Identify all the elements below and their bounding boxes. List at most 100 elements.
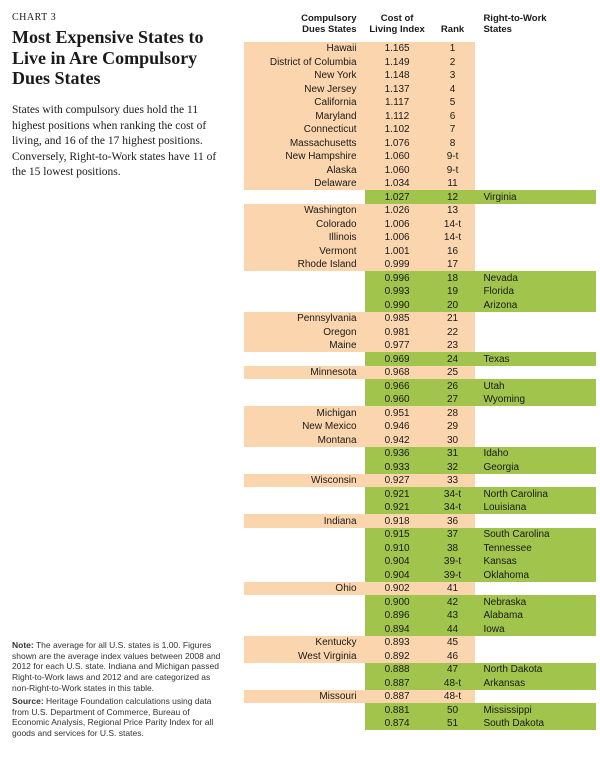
table-row: New Jersey1.1374 xyxy=(244,82,596,96)
cell-rank: 22 xyxy=(430,325,476,339)
cell-cli: 0.915 xyxy=(365,528,430,542)
cell-cds-state: Montana xyxy=(244,433,365,447)
cell-rank: 8 xyxy=(430,136,476,150)
header-rank: Rank xyxy=(430,12,476,42)
cell-cds-state xyxy=(244,717,365,731)
table-row: 0.96626Utah xyxy=(244,379,596,393)
header-cli: Cost ofLiving Index xyxy=(365,12,430,42)
cell-rank: 19 xyxy=(430,285,476,299)
cell-rtw-state: Arkansas xyxy=(475,676,596,690)
table-row: Alaska1.0609-t xyxy=(244,163,596,177)
chart-number: CHART 3 xyxy=(12,12,227,23)
table-row: 0.90439-tKansas xyxy=(244,555,596,569)
cell-cds-state: Vermont xyxy=(244,244,365,258)
cell-rtw-state xyxy=(475,312,596,326)
cell-rank: 47 xyxy=(430,663,476,677)
cell-rank: 29 xyxy=(430,420,476,434)
cell-cds-state: Colorado xyxy=(244,217,365,231)
cell-cli: 1.060 xyxy=(365,150,430,164)
cell-rank: 18 xyxy=(430,271,476,285)
cell-cli: 0.904 xyxy=(365,568,430,582)
cell-rank: 33 xyxy=(430,474,476,488)
cell-rank: 6 xyxy=(430,109,476,123)
cell-cli: 0.874 xyxy=(365,717,430,731)
table-row: Wisconsin0.92733 xyxy=(244,474,596,488)
cell-cds-state: Indiana xyxy=(244,514,365,528)
cell-cli: 0.887 xyxy=(365,676,430,690)
cell-cds-state xyxy=(244,501,365,515)
table-row: 0.93631Idaho xyxy=(244,447,596,461)
cell-cds-state xyxy=(244,528,365,542)
cell-cli: 0.881 xyxy=(365,703,430,717)
cell-rank: 23 xyxy=(430,339,476,353)
cell-cds-state xyxy=(244,555,365,569)
cell-rank: 24 xyxy=(430,352,476,366)
cell-cds-state xyxy=(244,352,365,366)
table-row: 0.99319Florida xyxy=(244,285,596,299)
cell-cds-state: Pennsylvania xyxy=(244,312,365,326)
table-row: Connecticut1.1027 xyxy=(244,123,596,137)
cell-rank: 37 xyxy=(430,528,476,542)
cell-cli: 1.102 xyxy=(365,123,430,137)
cell-cds-state xyxy=(244,298,365,312)
cell-cli: 0.946 xyxy=(365,420,430,434)
cell-rtw-state xyxy=(475,690,596,704)
chart-title: Most Expensive States to Live in Are Com… xyxy=(12,27,227,89)
cell-rank: 36 xyxy=(430,514,476,528)
table-row: 0.88748-tArkansas xyxy=(244,676,596,690)
cell-cli: 1.117 xyxy=(365,96,430,110)
table-row: 0.88150Mississippi xyxy=(244,703,596,717)
cell-cds-state: Rhode Island xyxy=(244,258,365,272)
cell-rank: 25 xyxy=(430,366,476,380)
cell-rtw-state: Kansas xyxy=(475,555,596,569)
cell-rtw-state xyxy=(475,82,596,96)
table-row: 0.89444Iowa xyxy=(244,622,596,636)
cell-rank: 20 xyxy=(430,298,476,312)
cell-cli: 0.993 xyxy=(365,285,430,299)
cell-rtw-state xyxy=(475,177,596,191)
table-row: Oregon0.98122 xyxy=(244,325,596,339)
cell-rtw-state: Wyoming xyxy=(475,393,596,407)
cell-cds-state: Missouri xyxy=(244,690,365,704)
cell-rtw-state: Virginia xyxy=(475,190,596,204)
cell-cli: 0.921 xyxy=(365,487,430,501)
cell-cds-state xyxy=(244,676,365,690)
cell-rtw-state xyxy=(475,420,596,434)
table-row: 0.90042Nebraska xyxy=(244,595,596,609)
cell-rtw-state xyxy=(475,406,596,420)
table-row: Delaware1.03411 xyxy=(244,177,596,191)
notes-block: Note: The average for all U.S. states is… xyxy=(12,640,227,742)
table-row: Rhode Island0.99917 xyxy=(244,258,596,272)
cell-cds-state xyxy=(244,460,365,474)
cell-cds-state: Maryland xyxy=(244,109,365,123)
table-row: 0.91537South Carolina xyxy=(244,528,596,542)
cell-rtw-state: Nebraska xyxy=(475,595,596,609)
cell-cds-state: Hawaii xyxy=(244,42,365,56)
cell-cds-state: Washington xyxy=(244,204,365,218)
cell-rank: 51 xyxy=(430,717,476,731)
cell-rank: 17 xyxy=(430,258,476,272)
table-row: 0.92134-tNorth Carolina xyxy=(244,487,596,501)
table-row: New Hampshire1.0609-t xyxy=(244,150,596,164)
cell-rtw-state xyxy=(475,69,596,83)
cell-rank: 34-t xyxy=(430,487,476,501)
cell-rank: 28 xyxy=(430,406,476,420)
cell-cds-state: Ohio xyxy=(244,582,365,596)
cell-cli: 0.981 xyxy=(365,325,430,339)
table-row: 0.90439-tOklahoma xyxy=(244,568,596,582)
cell-cli: 0.904 xyxy=(365,555,430,569)
cell-cds-state: Kentucky xyxy=(244,636,365,650)
cell-rtw-state: South Dakota xyxy=(475,717,596,731)
cell-cli: 0.887 xyxy=(365,690,430,704)
cell-cds-state: Connecticut xyxy=(244,123,365,137)
cell-rank: 5 xyxy=(430,96,476,110)
table-row: Hawaii1.1651 xyxy=(244,42,596,56)
header-cds: CompulsoryDues States xyxy=(244,12,365,42)
cell-rank: 42 xyxy=(430,595,476,609)
cell-rtw-state xyxy=(475,244,596,258)
note-label: Note: xyxy=(12,640,34,650)
cell-rtw-state: Georgia xyxy=(475,460,596,474)
cell-rtw-state: Louisiana xyxy=(475,501,596,515)
cell-cds-state xyxy=(244,609,365,623)
cell-rtw-state: Florida xyxy=(475,285,596,299)
